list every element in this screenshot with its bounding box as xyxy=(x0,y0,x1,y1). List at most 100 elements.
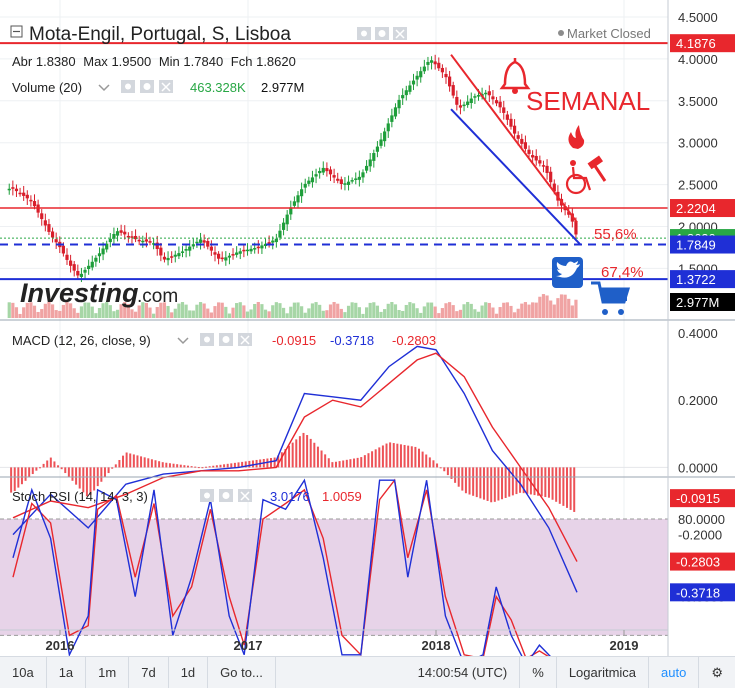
macd-histogram-bar xyxy=(190,466,193,468)
candle-body xyxy=(54,239,58,243)
macd-histogram-bar xyxy=(201,467,204,469)
volume-bar xyxy=(570,305,574,318)
macd-signal-level-badge-label: -0.2803 xyxy=(676,555,720,570)
candle-body xyxy=(227,255,232,258)
macd-histogram-bar xyxy=(13,467,16,491)
auto-toggle[interactable]: auto xyxy=(649,657,700,688)
volume-bar xyxy=(336,303,340,318)
candle-body xyxy=(256,246,260,249)
stoch-k-line xyxy=(12,478,551,656)
volume-bar xyxy=(386,303,390,318)
stoch-group xyxy=(12,478,551,656)
volume-bar xyxy=(419,312,423,318)
volume-bar xyxy=(65,302,69,318)
candle-body xyxy=(170,256,174,258)
candle-body xyxy=(314,174,318,177)
range-10y-button[interactable]: 10a xyxy=(0,657,47,688)
range-7d-button[interactable]: 7d xyxy=(129,657,169,688)
volume-bar xyxy=(242,305,246,318)
volume-bar xyxy=(559,294,564,318)
candle-body xyxy=(213,252,217,255)
annotation-pct1: 55,6% xyxy=(594,226,637,243)
range-1y-button[interactable]: 1a xyxy=(47,657,87,688)
macd-histogram-bar xyxy=(558,467,561,504)
candle-body xyxy=(69,260,73,266)
macd-title: MACD (12, 26, close, 9) xyxy=(12,333,151,348)
price-tick-label: 4.5000 xyxy=(678,10,718,25)
macd-histogram-bar xyxy=(125,452,128,468)
macd-histogram-bar xyxy=(111,467,114,469)
downtrend-upper-line xyxy=(450,54,578,223)
collapse-box-icon[interactable] xyxy=(10,25,23,38)
range-1m-button[interactable]: 1m xyxy=(86,657,130,688)
macd-close-icon[interactable] xyxy=(238,333,252,346)
candle-body xyxy=(7,188,11,191)
macd-histogram-bar xyxy=(407,445,410,468)
stoch-title: Stoch RSI (14, 14, 3, 3) xyxy=(12,489,148,504)
wheelchair-icon xyxy=(565,160,592,195)
candle-body xyxy=(274,238,278,243)
stoch-eye-icon[interactable] xyxy=(200,489,214,502)
macd-histogram-bar xyxy=(53,461,56,468)
stoch-close-icon[interactable] xyxy=(238,489,252,502)
macd-histogram-bar xyxy=(515,467,518,495)
volume-bar xyxy=(364,307,369,318)
macd-histogram-bar xyxy=(425,454,428,468)
volume-dropdown-chevron-icon[interactable] xyxy=(98,84,110,92)
title-close-icon[interactable] xyxy=(393,27,407,40)
volume-eye-icon[interactable] xyxy=(121,80,135,93)
volume-gear-icon[interactable] xyxy=(140,80,154,93)
macd-histogram-bar xyxy=(186,465,189,468)
twitter-icon[interactable] xyxy=(552,257,583,288)
log-toggle[interactable]: Logaritmica xyxy=(557,657,650,688)
macd-eye-icon[interactable] xyxy=(200,333,214,346)
candle-body xyxy=(101,248,105,255)
stoch-gear-icon[interactable] xyxy=(219,489,233,502)
title-gear-icon[interactable] xyxy=(375,27,389,40)
macd-histogram-bar xyxy=(107,467,110,474)
volume-bar xyxy=(274,302,278,318)
macd-histogram-bar xyxy=(565,467,568,508)
level-2-2204-badge-label: 2.2204 xyxy=(676,201,716,216)
candle-body xyxy=(300,189,304,197)
candle-body xyxy=(303,183,307,188)
percent-toggle[interactable]: % xyxy=(520,657,557,688)
annotation-semanal: SEMANAL xyxy=(526,86,650,116)
volume-ma-value: 463.328K xyxy=(190,80,246,95)
range-1d-button[interactable]: 1d xyxy=(169,657,209,688)
volume-value: 2.977M xyxy=(261,80,304,95)
macd-histogram-bar xyxy=(277,455,280,468)
volume-bar xyxy=(245,311,250,318)
goto-button[interactable]: Go to... xyxy=(208,657,276,688)
cart-icon[interactable] xyxy=(591,281,631,315)
volume-bar xyxy=(184,304,188,318)
volume-bar xyxy=(484,302,488,318)
macd-histogram-bar xyxy=(378,447,381,468)
macd-histogram-bar xyxy=(461,467,464,491)
title-eye-icon[interactable] xyxy=(357,27,371,40)
candle-body xyxy=(267,242,271,244)
macd-histogram-bar xyxy=(454,467,457,483)
candle-body xyxy=(173,254,177,257)
candle-body xyxy=(133,235,138,240)
macd-histogram-bar xyxy=(244,461,247,468)
candle-body xyxy=(152,243,156,245)
macd-histogram-bar xyxy=(334,461,337,468)
macd-dropdown-chevron-icon[interactable] xyxy=(177,337,189,345)
candle-body xyxy=(339,179,343,184)
macd-histogram-bar xyxy=(309,438,312,468)
volume-bar xyxy=(115,309,120,318)
volume-bar xyxy=(300,306,304,318)
macd-line-level-badge-label: -0.3718 xyxy=(676,585,720,600)
volume-bar xyxy=(520,303,524,318)
macd-histogram-bar xyxy=(136,455,139,468)
macd-gear-icon[interactable] xyxy=(219,333,233,346)
volume-legend-label: Volume (20) xyxy=(12,80,82,95)
candle-body xyxy=(534,155,538,161)
settings-gear-icon[interactable]: ⚙ xyxy=(711,665,723,680)
volume-bar xyxy=(509,305,513,318)
candle-body xyxy=(202,240,206,243)
volume-close-icon[interactable] xyxy=(159,80,173,93)
volume-bar xyxy=(173,308,177,318)
candle-body xyxy=(574,220,578,235)
